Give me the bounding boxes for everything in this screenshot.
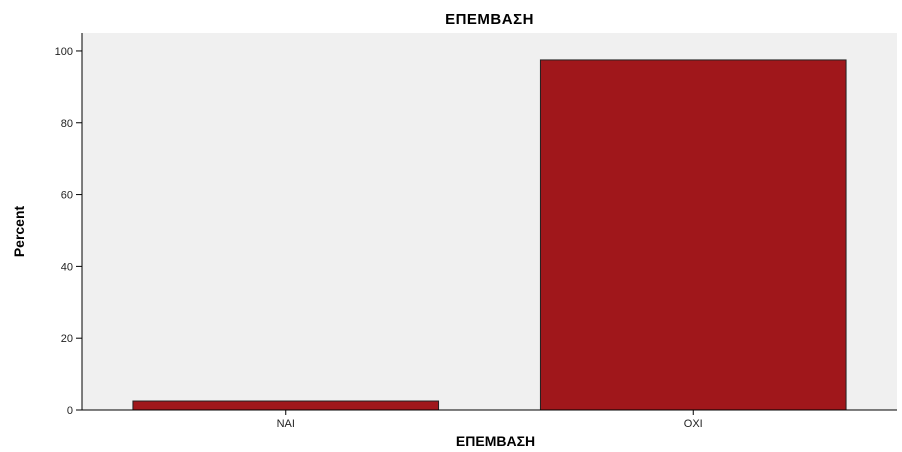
x-axis-title: ΕΠΕΜΒΑΣΗ <box>456 433 535 449</box>
y-tick-label: 40 <box>61 261 73 273</box>
y-tick-label: 60 <box>61 190 73 202</box>
bar <box>540 60 846 410</box>
y-axis-title: Percent <box>11 205 27 257</box>
chart-title: ΕΠΕΜΒΑΣΗ <box>445 11 534 28</box>
bar <box>133 401 439 410</box>
y-tick-label: 100 <box>55 46 73 58</box>
x-tick-label: ΝΑΙ <box>277 418 295 430</box>
y-tick-label: 0 <box>67 405 73 417</box>
y-tick-label: 80 <box>61 118 73 130</box>
x-tick-label: ΟΧΙ <box>684 418 703 430</box>
y-tick-label: 20 <box>61 333 73 345</box>
x-axis-ticks: ΝΑΙ ΟΧΙ <box>277 410 703 430</box>
y-axis-ticks: 0 20 40 60 80 100 <box>55 46 82 417</box>
